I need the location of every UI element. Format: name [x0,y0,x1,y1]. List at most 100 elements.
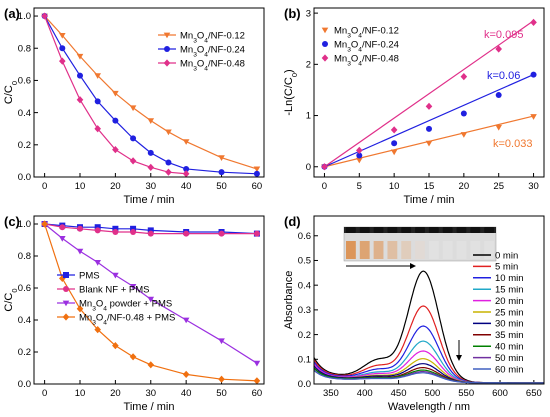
vial-liquid [470,241,481,259]
text-part: Mn [79,313,92,324]
x-tick-label: 0 [322,181,327,192]
legend-label: Mn3O4/NF-0.48 + PMS [79,313,175,327]
text-part: Mn [334,26,347,37]
plot-frame [313,215,545,385]
text-part: /NF-0.48 + PMS [107,313,175,324]
legend-label: Mn3O4/NF-0.12 [334,26,399,40]
text-part: 4 [204,51,208,58]
data-point [165,159,172,166]
data-point [76,305,84,313]
x-tick-label: 0 [42,388,47,399]
data-point [460,132,468,138]
data-point [112,146,119,154]
data-point [130,229,137,235]
legend-marker [322,41,328,47]
data-point [59,274,66,282]
text-part: 3 [347,60,351,67]
data-point [356,157,363,164]
text-part: O [351,26,358,37]
text-part: 4 [358,46,362,53]
data-point [530,71,537,78]
text-part: Mn [180,59,193,70]
text-part: Mn [180,31,193,42]
vial-cap [359,227,370,233]
vial-liquid [428,241,439,259]
y-tick-label: 0.6 [298,231,311,242]
data-point [112,342,119,350]
x-tick-label: 0 [42,181,47,192]
y-axis-title-sub: 0 [290,73,299,77]
y-tick-label: 0.4 [298,280,311,291]
text-part: O [351,40,358,51]
x-tick-label: 40 [181,181,192,192]
vial-cap [456,227,467,233]
data-point [218,169,225,176]
panel-d: 350 400 450 500 550 600 650 0.0 0.1 0.2 0.3 0.4 0.5 0… [283,214,545,413]
y-tick-label: 0.0 [18,172,31,183]
legend-marker [163,32,171,39]
plot-frame [33,7,265,178]
y-tick-label: 0.6 [18,283,31,294]
y-tick-label: 0.2 [298,330,311,341]
data-point [94,125,101,133]
panel-label: (a) [4,6,20,21]
data-point [59,224,66,231]
data-point [77,72,83,79]
data-point [495,124,502,131]
data-point [530,114,537,120]
x-tick-label: 30 [145,181,156,192]
k-label: k=0.095 [484,29,523,41]
vial-cap [401,227,412,233]
legend-marker [63,272,69,278]
text-part: /NF-0.12 [208,31,245,42]
series-2 [41,12,190,178]
y-axis-title-sub: 0 [10,81,19,85]
panel-label: (b) [284,6,301,21]
x-tick-label: 350 [323,388,339,399]
data-point [182,139,190,145]
legend-label: 40 min [495,342,524,353]
x-tick-label: 25 [493,181,504,192]
data-point [76,96,84,104]
data-point [165,129,172,136]
plot-frame [313,7,545,178]
y-tick-label: 3 [306,8,311,19]
data-point [112,117,119,124]
legend-label: 15 min [495,285,524,296]
text-part: PMS [79,271,100,282]
text-part: powder + PMS [107,299,172,310]
data-point [182,370,190,378]
data-point [129,105,137,112]
legend-marker [321,27,329,34]
data-point [147,227,154,234]
text-part: O [96,299,103,310]
data-point [218,375,225,383]
vial-photo [343,226,497,262]
legend-label: 0 min [495,250,518,261]
data-point [183,230,190,237]
data-point [253,360,261,367]
x-axis-title: Time / min [124,194,175,206]
y-axis-title: Absorbance [283,271,295,330]
series-3 [41,220,261,385]
x-tick-label: 10 [75,388,86,399]
data-point [147,230,154,237]
legend-marker [62,313,70,321]
text-part: /NF-0.48 [362,54,399,65]
text-part: 4 [103,319,107,326]
x-tick-label: 400 [357,388,373,399]
x-tick-label: 500 [424,388,440,399]
text-part: 3 [92,319,96,326]
text-part: Mn [180,45,193,56]
data-point [495,92,502,99]
data-point [321,163,328,171]
legend-label: PMS [79,271,100,282]
text-part: Blank NF + PMS [79,285,149,296]
x-tick-label: 50 [216,388,227,399]
k-label: k=0.06 [487,70,520,82]
text-part: Mn [334,40,347,51]
series-0 [41,13,261,173]
x-tick-label: 10 [389,181,400,192]
vial-liquid [373,241,384,259]
y-axis-title-sub: 0 [10,288,19,292]
